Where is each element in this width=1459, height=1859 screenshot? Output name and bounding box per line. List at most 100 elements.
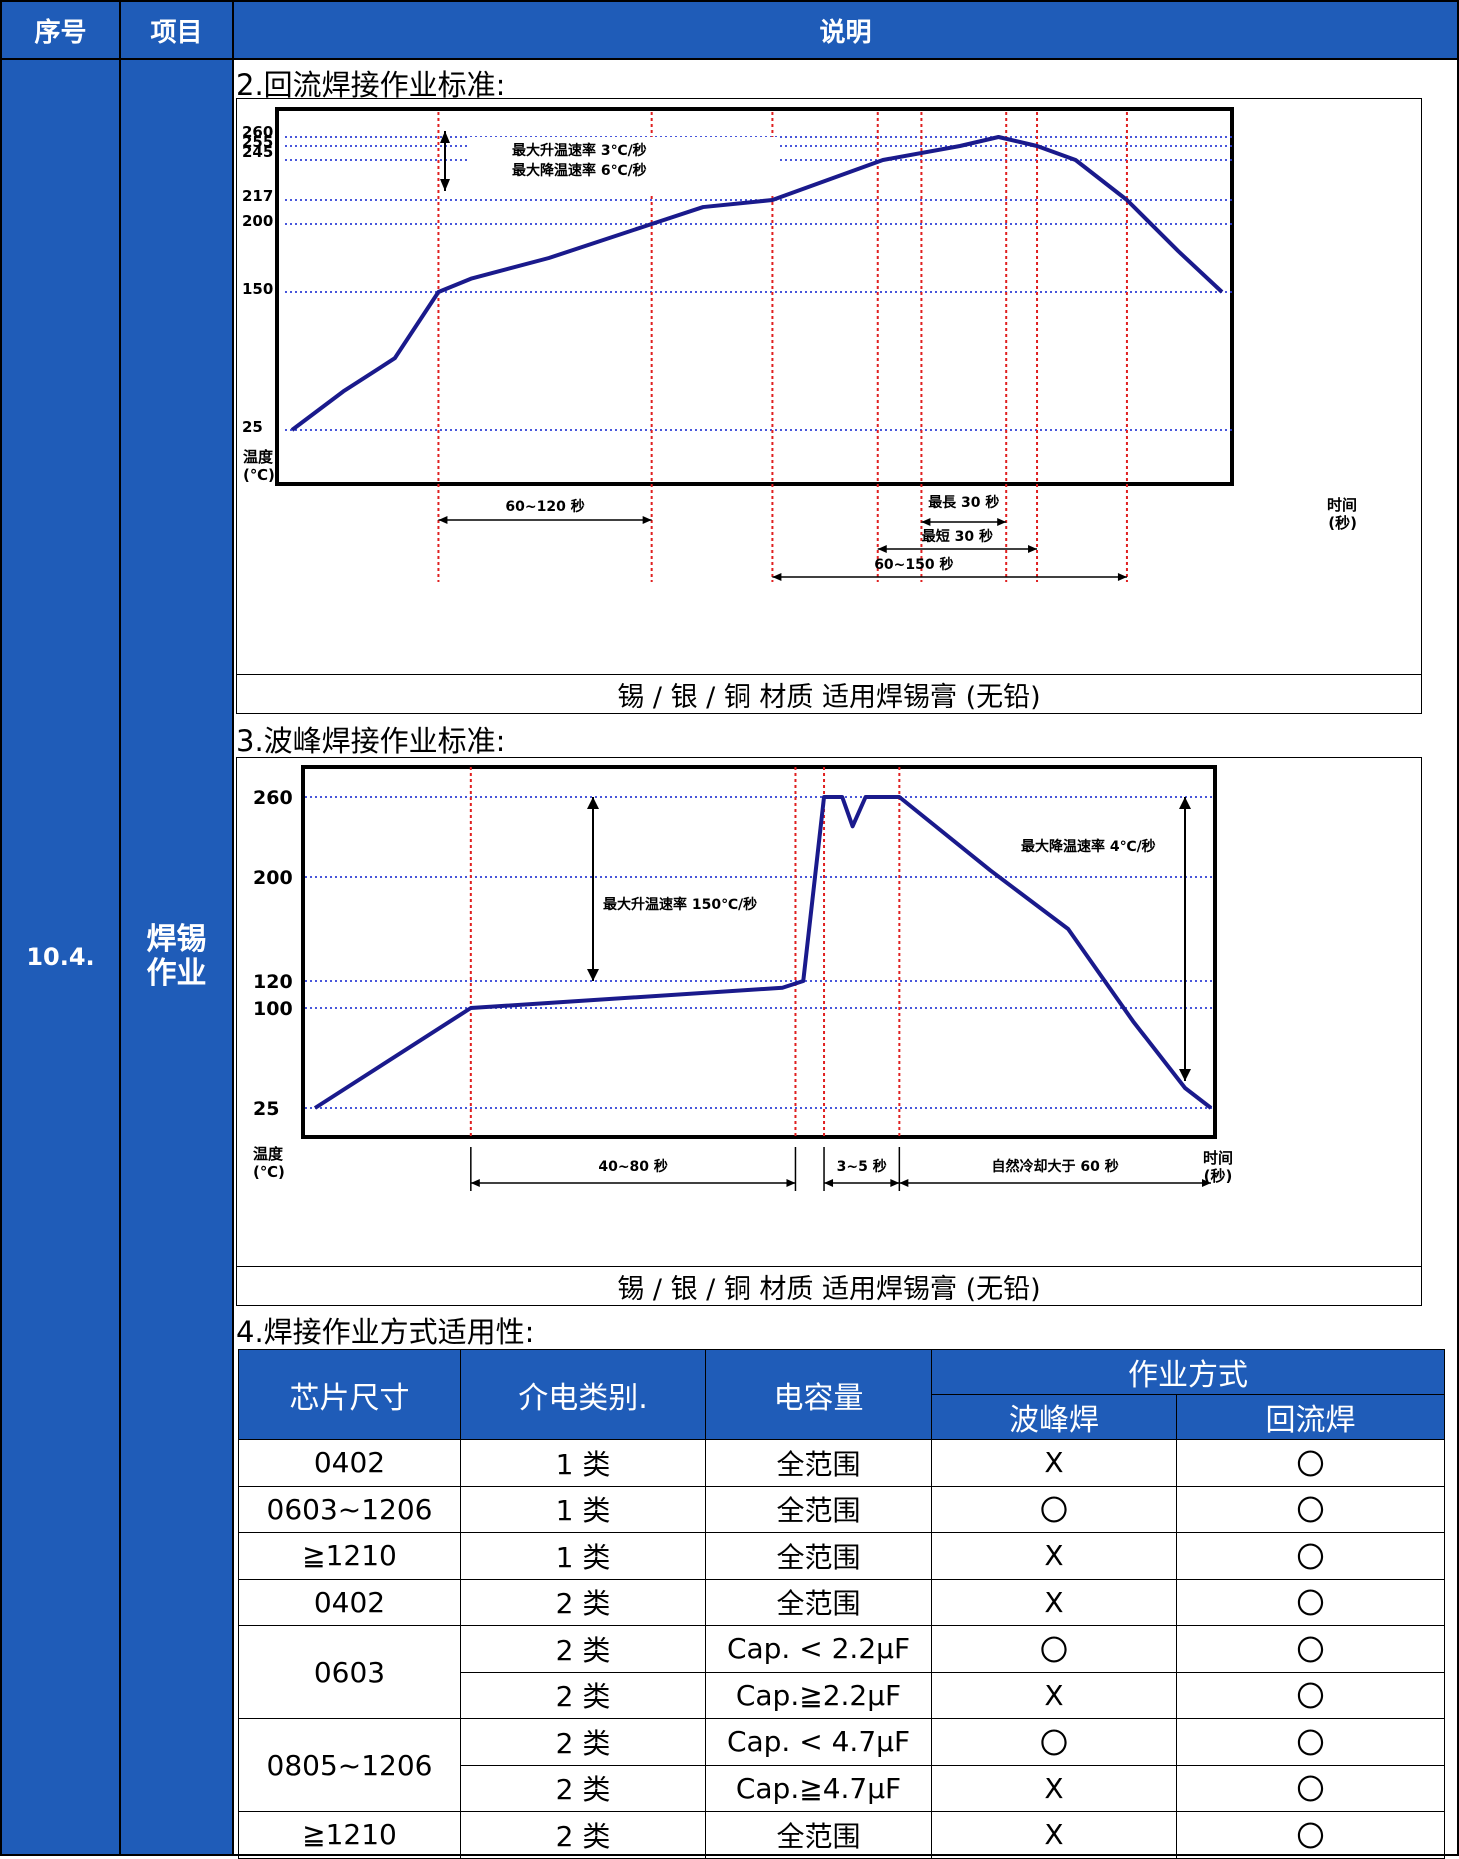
wave-rise-arrow-head-bottom <box>587 969 599 981</box>
cell-dielectric: 2 类 <box>460 1578 706 1626</box>
cell-dielectric: 2 类 <box>460 1811 706 1859</box>
cell-wave: X <box>931 1764 1177 1812</box>
th-capacitance: 电容量 <box>705 1349 932 1440</box>
cell-size: ≧1210 <box>238 1532 461 1580</box>
cell-capacitance: 全范围 <box>705 1578 932 1626</box>
section-number: 10.4. <box>0 58 121 1856</box>
table-row: ≧1210 2 类 全范围 X 〇 <box>238 1811 1445 1859</box>
applicability-table: 芯片尺寸 介电类别. 电容量 作业方式 波峰焊 回流焊 0402 1 类 全范围… <box>238 1349 1445 1859</box>
wave-wave-label: 3~5 秒 <box>837 1158 887 1175</box>
cell-dielectric: 2 类 <box>460 1625 706 1673</box>
table-row: 0402 1 类 全范围 X 〇 <box>238 1439 1445 1487</box>
reflow-peakmin-arrow-head-right <box>1028 545 1038 553</box>
wave-tick-120: 120 <box>253 971 293 993</box>
wave-tick-260: 260 <box>253 787 293 809</box>
wave-wave-arrow-head-left <box>824 1179 834 1187</box>
wave-fall-arrow-head-top <box>1179 797 1191 809</box>
reflow-peakmax-arrow-head-right <box>997 518 1007 526</box>
wave-fall-label: 最大降温速率 4℃/秒 <box>1021 838 1156 855</box>
table-row: 2 类 Cap.≧2.2μF X 〇 <box>239 1671 1445 1719</box>
reflow-tick-150: 150 <box>242 280 273 298</box>
cell-wave: X <box>931 1439 1177 1487</box>
table-row: 0603~1206 1 类 全范围 〇 〇 <box>238 1485 1445 1533</box>
reflow-peakmax-arrow-head-left <box>921 518 931 526</box>
applicability-title: 4.焊接作业方式适用性: <box>236 1315 535 1349</box>
reflow-title: 2.回流焊接作业标准: <box>236 68 506 102</box>
reflow-tick-245: 245 <box>242 143 273 161</box>
reflow-xlabel: 时间(秒) <box>1327 496 1357 532</box>
reflow-preheat-arrow-head-right <box>642 516 652 524</box>
wave-tick-200: 200 <box>253 867 293 889</box>
reflow-rate-arrow-head-top <box>440 131 450 143</box>
reflow-liquidus-arrow-head-right <box>1117 573 1127 581</box>
cell-capacitance: 全范围 <box>705 1811 932 1859</box>
cell-dielectric: 2 类 <box>460 1718 706 1766</box>
wave-title: 3.波峰焊接作业标准: <box>236 724 506 758</box>
cell-capacitance: Cap.≧4.7μF <box>705 1764 932 1812</box>
header-index: 序号 <box>0 0 121 60</box>
table-row: 0603 2 类 Cap. < 2.2μF 〇 〇 <box>238 1625 1445 1719</box>
wave-fall-arrow-head-bottom <box>1179 1069 1191 1081</box>
header-description: 说明 <box>232 0 1459 60</box>
cell-reflow: 〇 <box>1176 1718 1445 1766</box>
cell-capacitance: Cap. < 2.2μF <box>705 1625 932 1673</box>
wave-rise-label: 最大升温速率 150℃/秒 <box>603 896 757 913</box>
wave-plot-frame <box>301 765 1217 1139</box>
th-method: 作业方式 <box>931 1349 1445 1395</box>
cell-dielectric: 2 类 <box>460 1671 706 1719</box>
cell-capacitance: 全范围 <box>705 1532 932 1580</box>
cell-wave: 〇 <box>931 1485 1177 1533</box>
cell-size: 0603~1206 <box>238 1485 461 1533</box>
wave-preheat-arrow-head-right <box>786 1179 796 1187</box>
wave-preheat-label: 40~80 秒 <box>598 1158 668 1175</box>
table-row: 2 类 Cap.≧4.7μF X 〇 <box>239 1764 1445 1812</box>
reflow-tick-25: 25 <box>242 418 263 436</box>
wave-tick-100: 100 <box>253 998 293 1020</box>
cell-size: 0805~1206 <box>238 1718 461 1812</box>
cell-wave: X <box>931 1671 1177 1719</box>
cell-size: ≧1210 <box>238 1811 461 1859</box>
header-item: 项目 <box>119 0 234 60</box>
reflow-ylabel: 温度(℃) <box>243 448 275 484</box>
cell-reflow: 〇 <box>1176 1811 1445 1859</box>
cell-capacitance: Cap.≧2.2μF <box>705 1671 932 1719</box>
reflow-caption: 锡 / 银 / 铜 材质 适用焊锡膏 (无铅) <box>236 674 1422 714</box>
wave-caption: 锡 / 银 / 铜 材质 适用焊锡膏 (无铅) <box>236 1266 1422 1306</box>
wave-rise-arrow-head-top <box>587 797 599 809</box>
reflow-rate-fall: 最大降温速率 6℃/秒 <box>512 162 647 179</box>
cell-dielectric: 1 类 <box>460 1532 706 1580</box>
reflow-peakmax-label: 最長 30 秒 <box>928 494 999 511</box>
cell-dielectric: 1 类 <box>460 1439 706 1487</box>
cell-capacitance: 全范围 <box>705 1485 932 1533</box>
reflow-tick-260: 260 <box>242 123 273 141</box>
wave-chart-svg: 260 200 120 100 25 最大升温速率 150℃/秒 最大降温速率 4℃/秒温度… <box>253 765 1233 1191</box>
wave-cooling-arrow-head-right <box>1202 1179 1211 1187</box>
reflow-plot-frame <box>275 107 1234 486</box>
th-wave: 波峰焊 <box>931 1394 1177 1440</box>
reflow-liquidus-arrow-head-left <box>772 573 782 581</box>
reflow-preheat-arrow-head-left <box>438 516 448 524</box>
reflow-tick-200: 200 <box>242 212 273 230</box>
wave-tick-25: 25 <box>253 1098 279 1120</box>
cell-reflow: 〇 <box>1176 1671 1445 1719</box>
wave-preheat-arrow-head-left <box>470 1179 480 1187</box>
reflow-tick-217: 217 <box>242 187 273 205</box>
wave-wave-arrow-head-right <box>890 1179 900 1187</box>
cell-reflow: 〇 <box>1176 1625 1445 1673</box>
cell-wave: X <box>931 1532 1177 1580</box>
cell-wave: X <box>931 1578 1177 1626</box>
cell-dielectric: 1 类 <box>460 1485 706 1533</box>
cell-reflow: 〇 <box>1176 1764 1445 1812</box>
reflow-peakmin-arrow-head-left <box>877 545 887 553</box>
cell-reflow: 〇 <box>1176 1439 1445 1487</box>
cell-reflow: 〇 <box>1176 1532 1445 1580</box>
th-size: 芯片尺寸 <box>238 1349 461 1440</box>
table-row: 0805~1206 2 类 Cap. < 4.7μF 〇 〇 <box>238 1718 1445 1812</box>
reflow-rate-rise: 最大升温速率 3℃/秒 <box>512 142 647 159</box>
table-row: 0402 2 类 全范围 X 〇 <box>238 1578 1445 1626</box>
cell-reflow: 〇 <box>1176 1578 1445 1626</box>
reflow-rate-arrow-head-bottom <box>440 179 450 191</box>
wave-cooling-arrow-head-left <box>899 1179 909 1187</box>
